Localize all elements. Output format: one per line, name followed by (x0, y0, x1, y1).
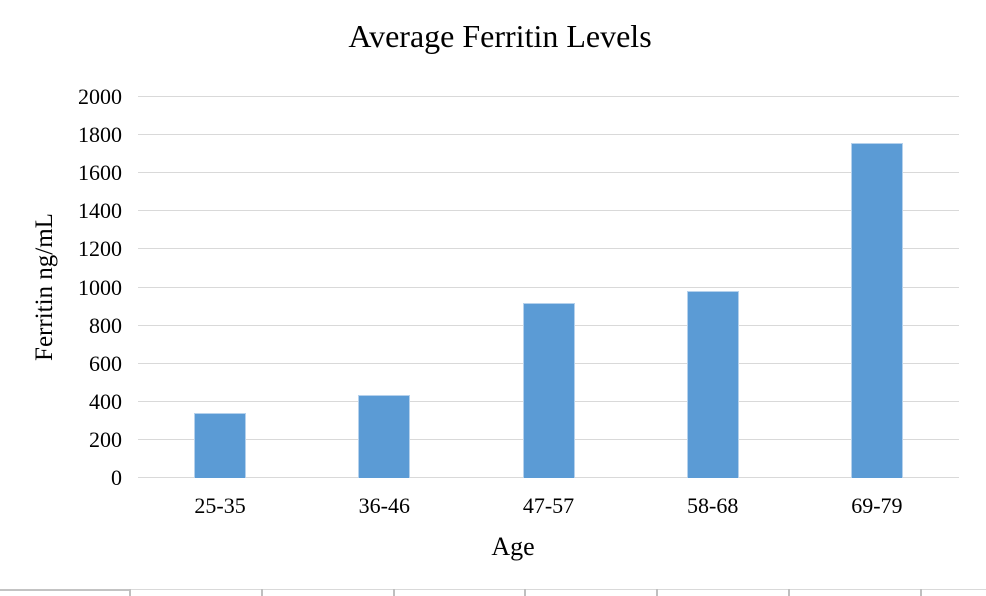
y-tick-label-1600: 1600 (78, 160, 122, 186)
y-tick-label-1200: 1200 (78, 236, 122, 262)
ruler-tick (656, 589, 658, 596)
ruler-tick (393, 589, 395, 596)
y-tick-label-2000: 2000 (78, 84, 122, 109)
y-tick-label-1800: 1800 (78, 122, 122, 148)
chart-title: Average Ferritin Levels (348, 18, 652, 54)
bar-25-35 (194, 413, 247, 478)
x-tick-label-25-35: 25-35 (194, 493, 246, 518)
ruler-tick (129, 589, 131, 596)
ruler-tick (524, 589, 526, 596)
y-tick-label-200: 200 (89, 426, 122, 452)
gridline-1800 (138, 134, 959, 136)
gridline-1400 (138, 210, 959, 212)
bar-69-79 (850, 142, 903, 478)
y-tick-label-0: 0 (111, 465, 122, 490)
gridline-1200 (138, 248, 959, 250)
ruler-tick (261, 589, 263, 596)
bar-58-68 (686, 291, 739, 478)
bar-36-46 (358, 395, 411, 478)
ruler-tick (788, 589, 790, 596)
y-tick-labels: 0 200 400 600 800 1000 1200 1400 1600 1800 2000 (0, 84, 122, 490)
bar-47-57 (522, 302, 575, 478)
y-tick-label-400: 400 (89, 388, 122, 414)
ruler-line-dark-segment (0, 589, 129, 591)
gridline-2000 (138, 96, 959, 97)
x-tick-label-47-57: 47-57 (522, 493, 575, 518)
x-tick-label-36-46: 36-46 (358, 493, 410, 518)
gridline-1000 (138, 286, 959, 288)
x-tick-labels: 25-35 36-46 47-57 58-68 69-79 (138, 493, 959, 523)
y-tick-label-800: 800 (89, 312, 122, 338)
ruler-line (0, 589, 986, 590)
y-tick-label-1000: 1000 (78, 274, 122, 300)
bottom-ruler (0, 589, 986, 596)
gridline-1600 (138, 172, 959, 174)
ruler-tick (920, 589, 922, 596)
x-axis-title: Age (491, 532, 535, 561)
x-tick-label-69-79: 69-79 (851, 493, 903, 518)
plot-area (138, 96, 959, 478)
y-tick-label-1400: 1400 (78, 198, 122, 224)
y-tick-label-600: 600 (89, 350, 122, 376)
x-tick-label-58-68: 58-68 (687, 493, 739, 518)
